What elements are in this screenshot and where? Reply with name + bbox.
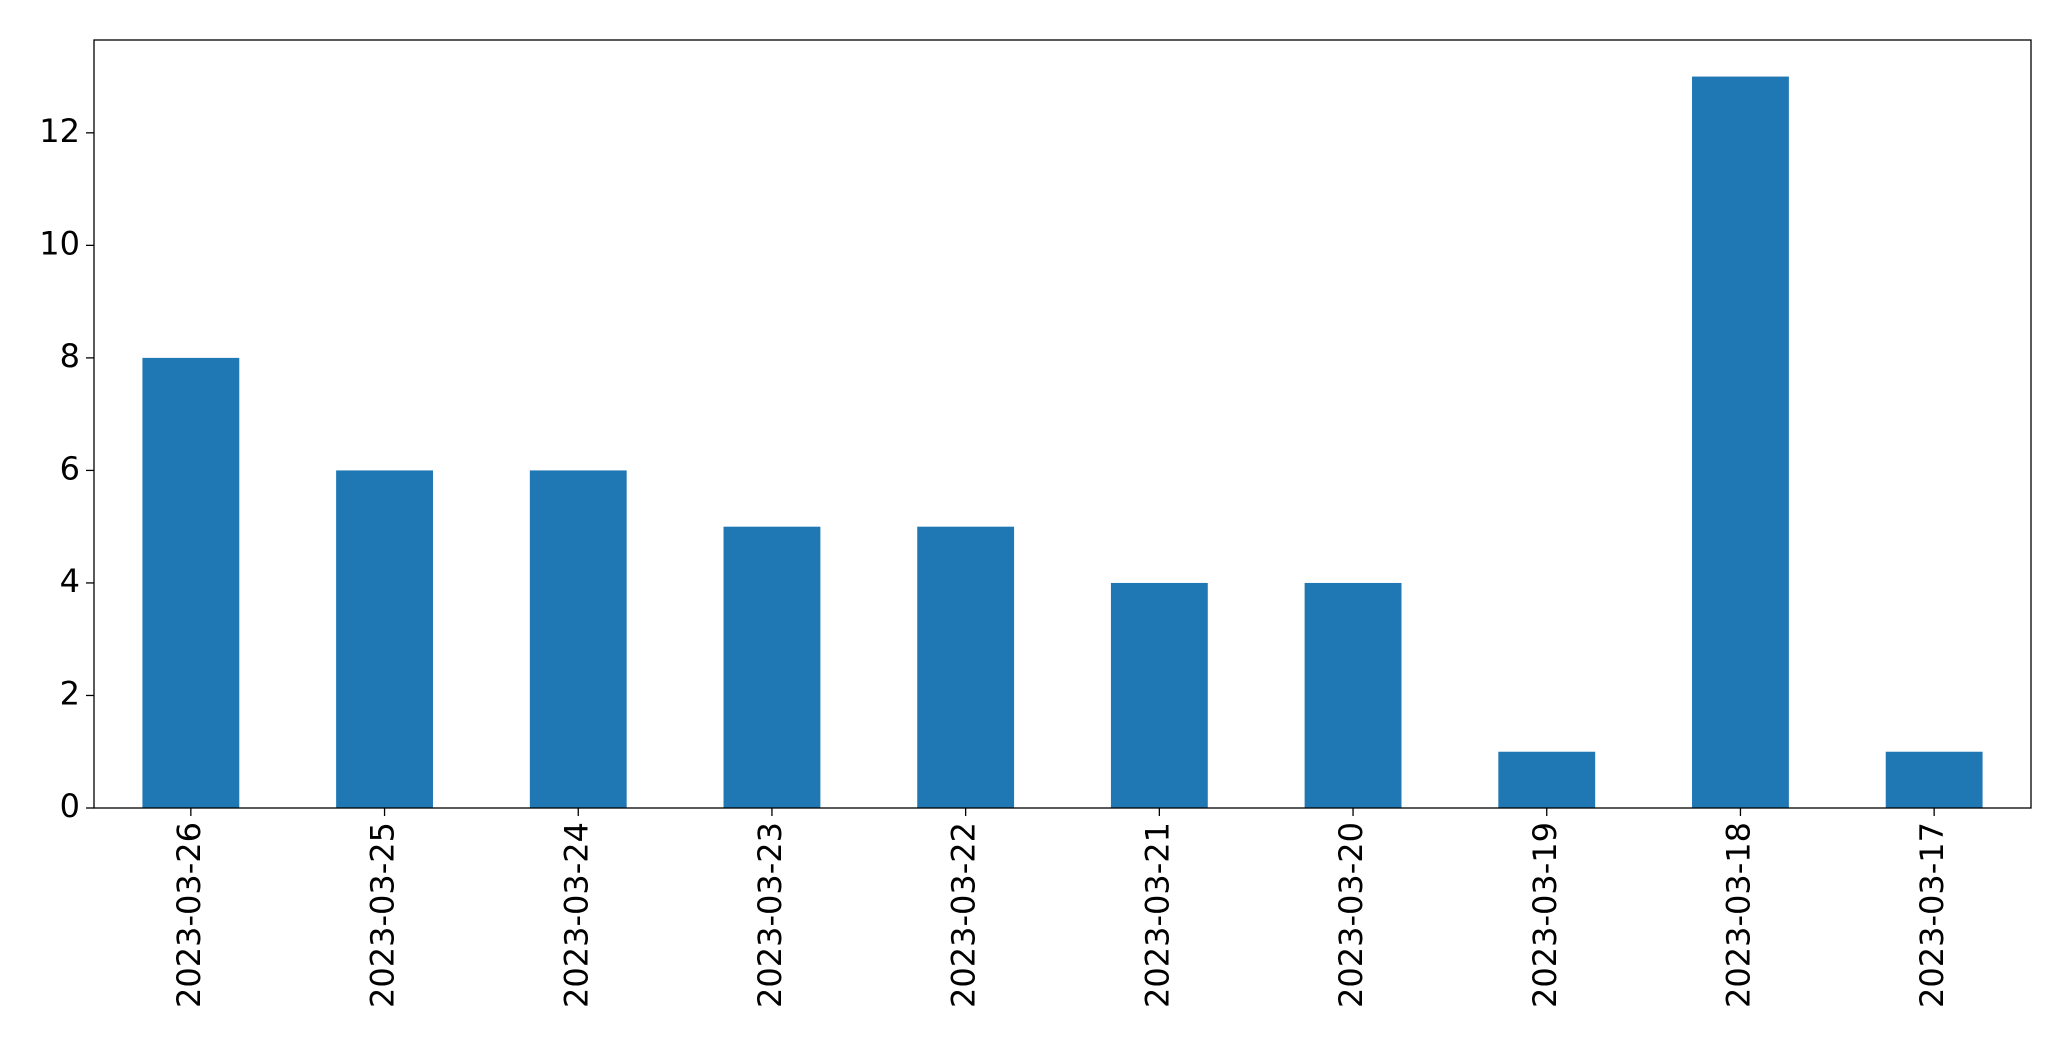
- bar: [723, 526, 821, 808]
- plot-frame: [93, 39, 2032, 809]
- bar: [336, 470, 433, 808]
- x-tick-label: 2023-03-17: [1913, 822, 1951, 1008]
- y-tick-label: 4: [60, 562, 80, 600]
- x-tick-label: 2023-03-26: [170, 822, 208, 1008]
- bar: [1692, 76, 1789, 809]
- x-tick-label: 2023-03-18: [1719, 822, 1757, 1008]
- x-tick-label: 2023-03-22: [945, 822, 983, 1008]
- y-tick-label: 0: [60, 787, 80, 825]
- y-tick-label: 10: [39, 224, 80, 262]
- x-tick-label: 2023-03-25: [364, 822, 402, 1008]
- bar: [142, 357, 240, 808]
- bar: [1304, 582, 1402, 808]
- bar: [529, 470, 627, 808]
- bar: [1885, 751, 1983, 808]
- y-tick-label: 2: [60, 674, 80, 712]
- x-tick-label: 2023-03-21: [1138, 822, 1176, 1008]
- x-tick-label: 2023-03-19: [1526, 822, 1564, 1008]
- x-tick-label: 2023-03-23: [751, 822, 789, 1008]
- x-tick-label: 2023-03-24: [557, 822, 595, 1008]
- y-tick-label: 12: [39, 112, 80, 150]
- x-tick-label: 2023-03-20: [1332, 822, 1370, 1008]
- bar: [1498, 751, 1596, 808]
- y-tick-label: 8: [60, 337, 80, 375]
- bar: [1110, 582, 1208, 808]
- bar: [917, 526, 1015, 808]
- y-tick-label: 6: [60, 449, 80, 487]
